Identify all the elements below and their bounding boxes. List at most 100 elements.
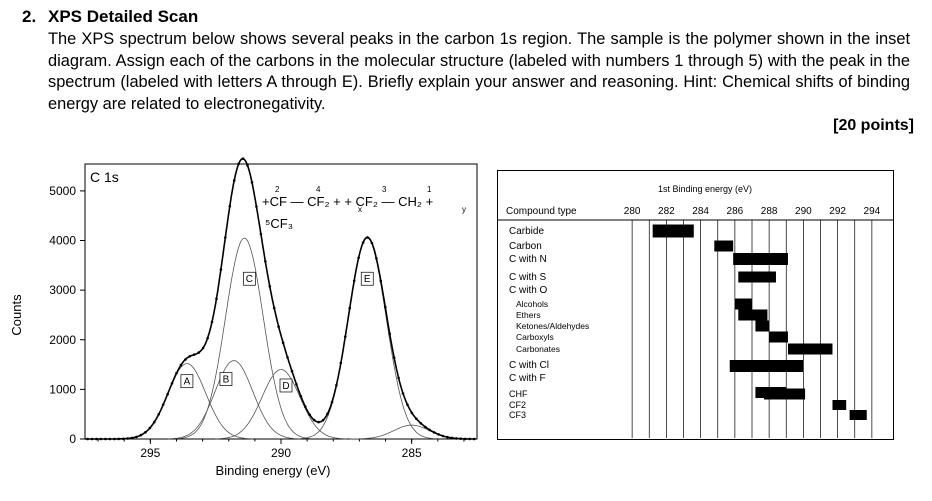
xps-component-peak [168,360,300,440]
binding-chart-frame [497,170,894,440]
xps-data-point [419,422,423,425]
xps-data-point [459,437,463,441]
xps-data-point [241,157,245,160]
binding-grid-lines [498,219,893,438]
xps-data-point [472,437,476,441]
xps-component-peak [301,237,434,439]
xps-data-point [295,383,298,386]
xps-peak-label-box [219,372,233,386]
xps-data-point [352,279,356,283]
compound-row-label: Carbon [509,241,542,252]
xps-y-tick-label: 1000 [49,382,76,396]
compound-row-label: Carbonates [516,344,560,354]
xps-data-point [170,382,174,385]
xps-data-point [335,383,338,387]
binding-x-tick-label: 284 [692,206,709,217]
binding-range-bar [769,331,788,343]
compound-row-label: C with S [509,272,547,283]
binding-x-tick-label: 280 [624,206,641,217]
binding-range-bar [755,320,770,332]
compound-row-label: CF3 [509,410,526,420]
xps-data-point [86,437,89,441]
xps-data-point [437,433,440,436]
xps-data-point [321,418,325,422]
xps-y-axis-label: Counts [9,294,24,336]
xps-data-point [348,306,352,310]
binding-x-tick-label: 292 [829,206,846,217]
binding-x-tick-label: 282 [658,206,675,217]
inset-structure-main: +CF — CF₂ + + CF₂ — CH₂ + [262,194,433,209]
xps-data-point [446,435,449,439]
binding-range-bar [832,400,847,410]
compound-row-label: CF2 [509,400,526,410]
question-heading: 2. XPS Detailed Scan [22,7,198,27]
compound-type-header: Compound type [506,206,577,217]
xps-data-point [161,403,165,407]
xps-y-tick-label: 3000 [49,283,76,297]
xps-data-point [90,437,94,441]
xps-data-point [135,435,138,439]
inset-carbon-label-4: 4 [316,185,321,194]
xps-peak-label-a: A [184,377,191,388]
polymer-inset-structure: 2 4 3 1 +CF — CF₂ + + CF₂ — CH₂ + x y ⁵C… [262,185,466,231]
xps-fitted-components [121,237,474,440]
xps-data-point [268,285,272,288]
xps-data-point [424,425,427,429]
xps-x-tick-label: 285 [402,446,422,460]
xps-data-point [201,346,205,350]
xps-data-point [144,431,147,434]
xps-component-peak [215,369,347,440]
xps-y-tick-label: 0 [69,432,76,446]
xps-data-point [415,417,418,421]
xps-peak-labels: A B C D E [180,271,374,393]
inset-subscript-y: y [462,205,466,214]
xps-data-point [126,437,129,440]
xps-data-point [219,268,223,271]
xps-data-point [317,420,320,424]
binding-range-bar [733,253,788,265]
inset-carbon-label-2: 2 [275,185,280,194]
xps-data-point [339,361,343,365]
binding-x-tick-label: 286 [727,206,744,217]
xps-data-point [370,241,374,245]
binding-range-bar [714,240,734,252]
xps-peak-label-d: D [282,381,289,392]
question-body: The XPS spectrum below shows several pea… [48,30,910,113]
xps-x-axis-label: Binding energy (eV) [216,463,331,478]
xps-data-point [441,434,445,438]
xps-peak-label-e: E [364,274,371,285]
xps-data-point [299,394,303,398]
xps-data-point [455,437,458,440]
binding-range-bar [849,410,867,420]
xps-data-point [308,413,312,417]
xps-data-point [232,179,236,182]
xps-data-point [326,412,329,416]
xps-data-point [366,236,369,239]
xps-peak-label-box [360,271,374,286]
xps-data-point [148,426,152,430]
xps-data-point [463,437,467,441]
xps-envelope-line [85,157,476,441]
xps-data-point [401,392,405,395]
binding-x-tick-label: 290 [795,206,812,217]
xps-data-point [384,305,387,309]
xps-data-point [215,297,218,300]
binding-axis-ticks: 280 282 284 286 288 290 292 294 [624,206,881,217]
xps-data-point [272,306,276,310]
inset-carbon-label-3: 3 [382,185,387,194]
xps-data-point [113,437,116,441]
xps-data-point [344,335,347,338]
xps-data-point [192,353,196,356]
inset-subscript-x: x [358,205,362,214]
inset-structure-branch: ⁵CF₃ [265,216,293,231]
compound-row-label: C with Cl [509,360,549,371]
compound-row-label: Ethers [516,310,541,320]
xps-peak-label-c: C [246,274,253,285]
xps-data-point [210,320,214,324]
compound-row-label: Alcohols [516,299,548,309]
compound-row-label: Carboxyls [516,332,554,342]
xps-data-point [157,413,160,416]
xps-data-point [255,205,258,208]
xps-data-point [410,411,414,415]
compound-row-label: C with F [509,373,546,384]
